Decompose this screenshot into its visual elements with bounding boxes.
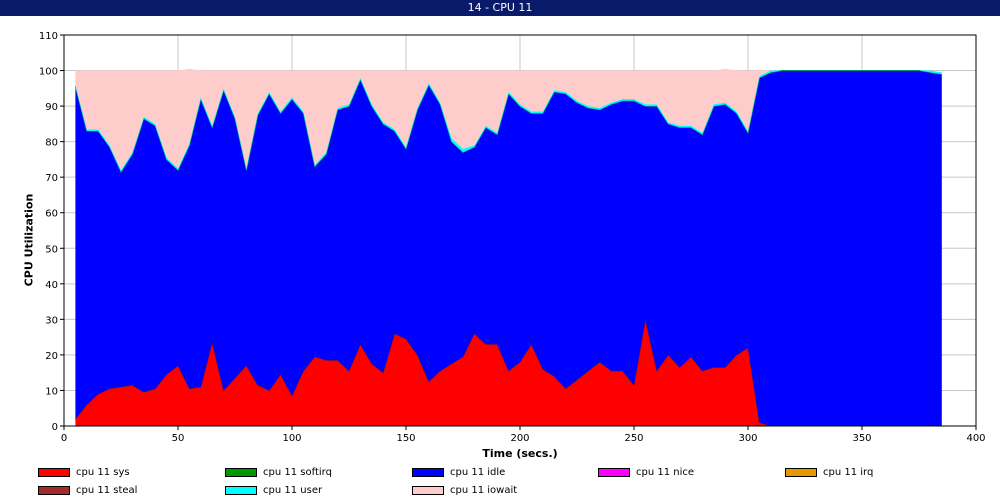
- legend-swatch: [412, 486, 444, 495]
- legend-label: cpu 11 softirq: [263, 467, 332, 478]
- legend-label: cpu 11 steal: [76, 485, 138, 496]
- legend-label: cpu 11 user: [263, 485, 323, 496]
- x-ticks: 0 50 100 150 200 250 300 350 400: [61, 426, 986, 444]
- series-cpu-11-idle-area: [75, 70, 942, 427]
- legend-swatch: [225, 486, 257, 495]
- y-tick-label: 110: [39, 31, 58, 42]
- legend-label: cpu 11 sys: [76, 467, 130, 478]
- chart-title: 14 - CPU 11: [0, 0, 1000, 16]
- x-tick-label: 200: [510, 433, 529, 444]
- x-tick-label: 400: [966, 433, 985, 444]
- x-tick-label: 0: [61, 433, 67, 444]
- x-tick-label: 250: [624, 433, 643, 444]
- y-tick-label: 0: [52, 422, 58, 433]
- stacked-areas: [74, 68, 942, 427]
- y-tick-label: 90: [45, 102, 58, 113]
- y-ticks: 0 10 20 30 40 50 60 70 80 90 100 110: [39, 31, 64, 433]
- y-tick-label: 80: [45, 138, 58, 149]
- legend-swatch: [598, 468, 630, 477]
- legend-swatch: [225, 468, 257, 477]
- y-tick-label: 70: [45, 173, 58, 184]
- legend-swatch: [38, 486, 70, 495]
- x-tick-label: 100: [282, 433, 301, 444]
- legend-swatch: [38, 468, 70, 477]
- series-cpu-11-iowait-area: [75, 68, 942, 171]
- legend-swatch: [412, 468, 444, 477]
- legend-label: cpu 11 iowait: [450, 485, 518, 496]
- y-tick-label: 50: [45, 244, 58, 255]
- y-tick-label: 60: [45, 209, 58, 220]
- y-tick-label: 40: [45, 280, 58, 291]
- x-tick-label: 50: [172, 433, 185, 444]
- legend-swatch: [785, 468, 817, 477]
- legend-label: cpu 11 idle: [450, 467, 506, 478]
- y-tick-label: 30: [45, 315, 58, 326]
- series-cpu-11-sys-area: [75, 319, 942, 426]
- legend-label: cpu 11 irq: [823, 467, 874, 478]
- y-tick-label: 100: [39, 67, 58, 78]
- y-tick-label: 20: [45, 351, 58, 362]
- x-tick-label: 300: [738, 433, 757, 444]
- y-tick-label: 10: [45, 386, 58, 397]
- legend-label: cpu 11 nice: [636, 467, 695, 478]
- x-tick-label: 150: [396, 433, 415, 444]
- x-axis-label: Time (secs.): [482, 447, 557, 460]
- x-tick-label: 350: [852, 433, 871, 444]
